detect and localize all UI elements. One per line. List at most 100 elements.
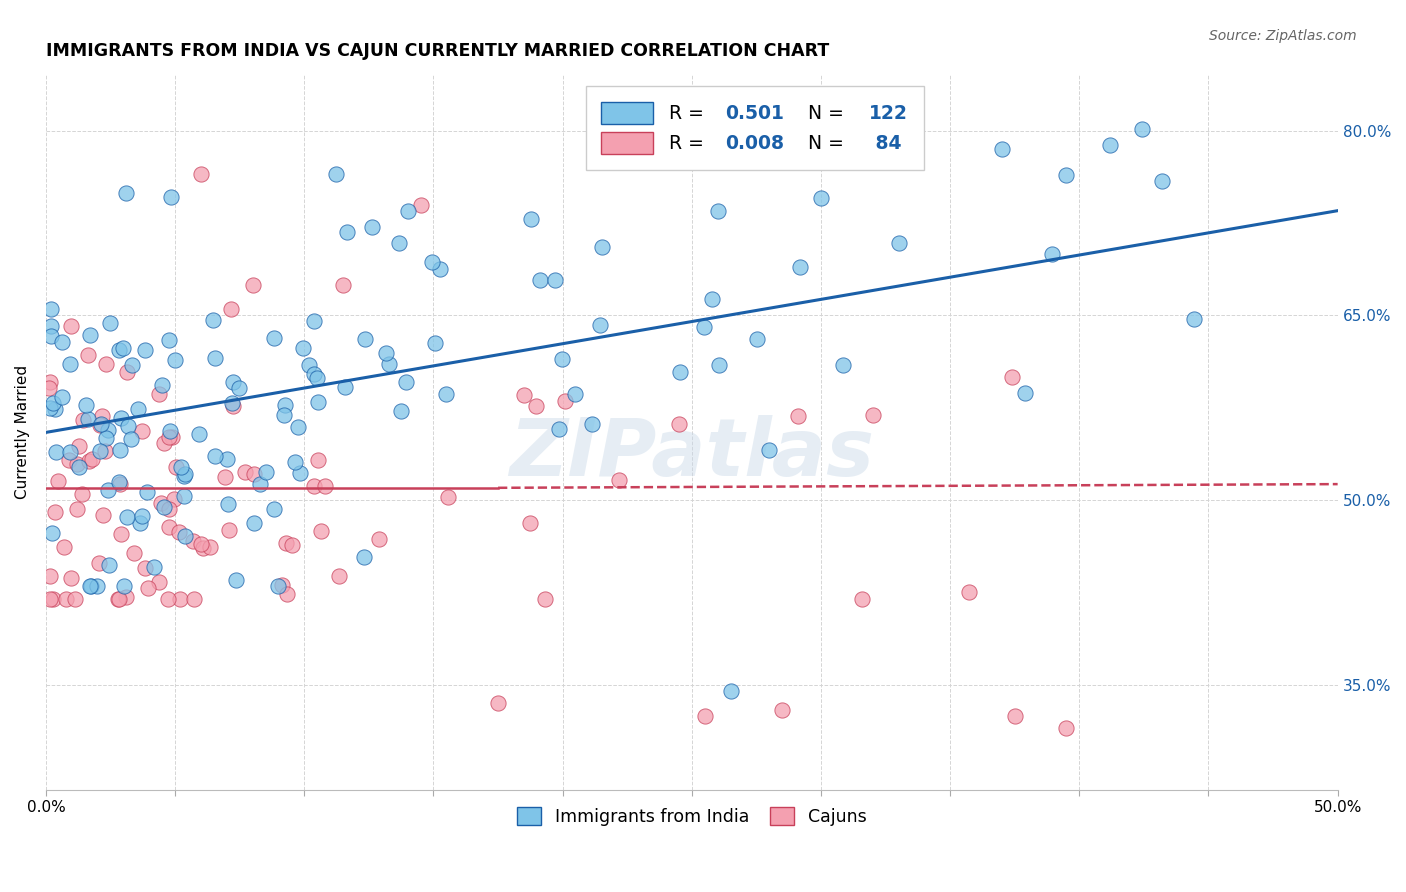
Point [1054, 721, 1077, 735]
Point [108, 443, 131, 458]
Point [524, 399, 547, 413]
Point [80, 451, 103, 466]
Point [86, 579, 108, 593]
Point [747, 332, 769, 346]
Point [551, 351, 574, 366]
Point [423, 335, 446, 350]
Point [668, 417, 690, 431]
Point [225, 573, 247, 587]
Point [153, 500, 176, 514]
Point [720, 684, 742, 698]
Point [41, 301, 63, 316]
Point [153, 436, 176, 450]
Point [287, 419, 309, 434]
Point [309, 524, 332, 538]
Point [242, 277, 264, 292]
Point [87, 556, 110, 570]
Point [55, 591, 77, 606]
Point [59, 572, 82, 586]
Point [131, 508, 153, 523]
Point [288, 466, 311, 480]
Point [142, 560, 165, 574]
Point [228, 381, 250, 395]
Point [112, 579, 135, 593]
Point [136, 484, 159, 499]
Point [59, 357, 82, 371]
Point [190, 167, 212, 181]
Legend: Immigrants from India, Cajuns: Immigrants from India, Cajuns [508, 797, 876, 834]
Point [328, 569, 350, 583]
Point [1152, 174, 1174, 188]
Point [243, 516, 266, 531]
Point [219, 301, 242, 316]
Point [307, 453, 329, 467]
Point [270, 578, 292, 592]
FancyBboxPatch shape [586, 86, 924, 170]
Point [378, 357, 401, 371]
Point [589, 318, 612, 332]
Point [591, 240, 613, 254]
Point [884, 127, 907, 141]
Point [173, 467, 195, 481]
Point [41, 525, 63, 540]
Point [851, 591, 873, 606]
Point [564, 386, 586, 401]
Point [1182, 311, 1205, 326]
Point [108, 475, 131, 489]
Point [519, 516, 541, 531]
Point [96, 431, 118, 445]
Point [67, 439, 90, 453]
Point [693, 708, 716, 723]
Point [281, 538, 304, 552]
Point [707, 358, 730, 372]
Point [97, 483, 120, 497]
Point [862, 408, 884, 422]
Point [222, 399, 245, 413]
Point [94, 358, 117, 372]
Point [93, 444, 115, 458]
Point [148, 575, 170, 590]
Point [149, 496, 172, 510]
Text: ZIPatlas: ZIPatlas [509, 415, 875, 492]
Point [107, 343, 129, 358]
Point [1001, 370, 1024, 384]
Point [65, 457, 87, 471]
Point [117, 419, 139, 434]
Point [115, 591, 138, 605]
Point [127, 402, 149, 417]
Point [160, 430, 183, 444]
Point [91, 508, 114, 522]
Point [38, 381, 60, 395]
Point [1054, 168, 1077, 182]
Point [59, 445, 82, 459]
Point [1040, 247, 1063, 261]
Point [214, 470, 236, 484]
Point [302, 478, 325, 492]
Point [110, 527, 132, 541]
Point [353, 332, 375, 346]
Point [389, 404, 412, 418]
Point [307, 394, 329, 409]
Point [91, 409, 114, 423]
Point [395, 376, 418, 390]
Point [115, 186, 138, 200]
Point [274, 398, 297, 412]
Point [314, 479, 336, 493]
Y-axis label: Currently Married: Currently Married [15, 366, 30, 500]
FancyBboxPatch shape [602, 132, 652, 154]
Point [111, 341, 134, 355]
Point [157, 591, 180, 606]
Point [668, 365, 690, 379]
Point [163, 492, 186, 507]
Point [39, 319, 62, 334]
Point [39, 401, 62, 415]
Point [284, 454, 307, 468]
Text: IMMIGRANTS FROM INDIA VS CAJUN CURRENTLY MARRIED CORRELATION CHART: IMMIGRANTS FROM INDIA VS CAJUN CURRENTLY… [46, 42, 830, 60]
Point [486, 697, 509, 711]
Point [115, 510, 138, 524]
Point [42, 591, 65, 606]
Text: N =: N = [808, 134, 851, 153]
Point [79, 328, 101, 343]
Text: 84: 84 [869, 134, 901, 153]
Point [957, 585, 980, 599]
